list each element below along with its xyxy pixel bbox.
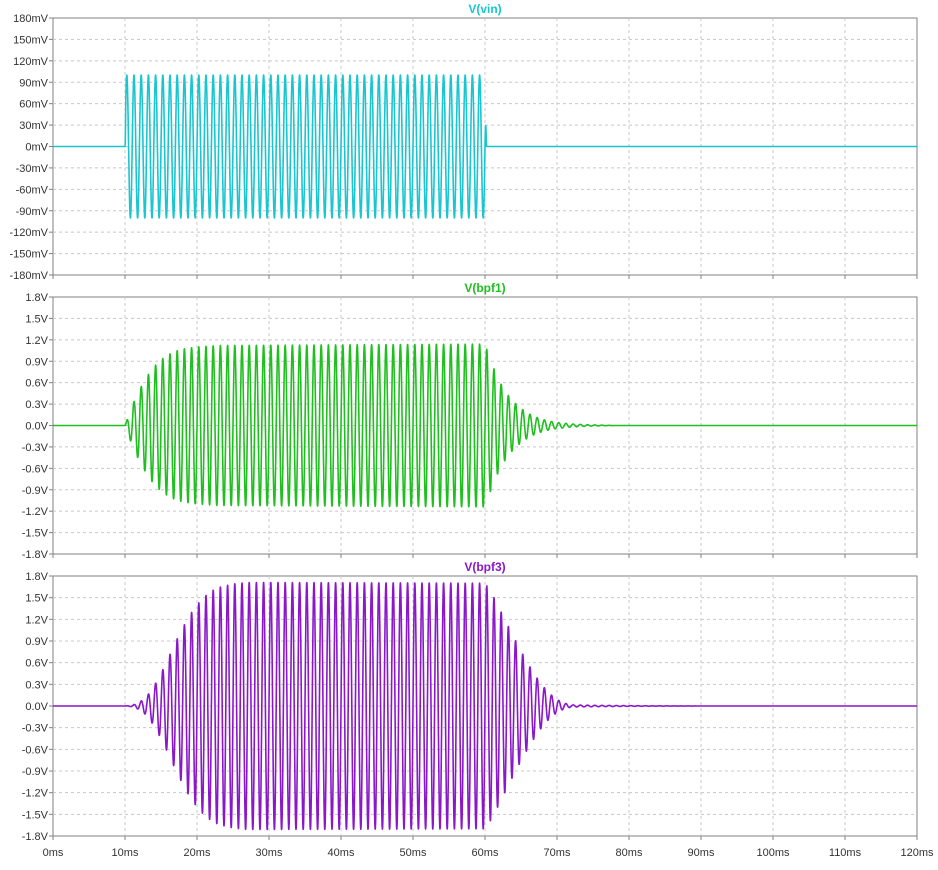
y-tick-label-3-9: -0.9V: [22, 766, 49, 778]
x-tick-label-4: 40ms: [328, 847, 355, 859]
x-tick-label-3: 30ms: [256, 847, 283, 859]
y-tick-label-1-10: -120mV: [9, 227, 48, 239]
y-tick-label-3-5: 0.3V: [25, 679, 48, 691]
y-tick-label-3-2: 1.2V: [25, 614, 48, 626]
y-tick-label-1-5: 30mV: [19, 120, 48, 132]
x-tick-label-0: 0ms: [43, 847, 64, 859]
y-tick-label-2-11: -1.5V: [22, 528, 49, 540]
x-tick-label-12: 120ms: [900, 847, 934, 859]
y-tick-label-3-0: 1.8V: [25, 571, 48, 583]
y-tick-label-1-8: -60mV: [16, 184, 49, 196]
y-tick-label-3-8: -0.6V: [22, 744, 49, 756]
y-tick-label-2-9: -0.9V: [22, 485, 49, 497]
y-tick-label-2-3: 0.9V: [25, 356, 48, 368]
x-tick-label-9: 90ms: [688, 847, 715, 859]
trace-vbpf1: [52, 343, 918, 508]
y-tick-label-2-6: 0.0V: [25, 421, 48, 433]
y-tick-label-3-11: -1.5V: [22, 809, 49, 821]
x-tick-label-2: 20ms: [184, 847, 211, 859]
x-tick-label-1: 10ms: [112, 847, 139, 859]
y-tick-label-1-7: -30mV: [16, 163, 49, 175]
y-tick-label-2-0: 1.8V: [25, 292, 48, 304]
y-tick-label-2-10: -1.2V: [22, 506, 49, 518]
y-tick-label-2-1: 1.5V: [25, 313, 48, 325]
panel-title-3: V(bpf3): [464, 560, 505, 574]
y-tick-label-2-2: 1.2V: [25, 335, 48, 347]
x-tick-label-10: 100ms: [756, 847, 790, 859]
y-tick-label-1-2: 120mV: [13, 56, 49, 68]
y-tick-label-1-1: 150mV: [13, 34, 49, 46]
y-tick-label-3-1: 1.5V: [25, 593, 48, 605]
x-tick-label-7: 70ms: [544, 847, 571, 859]
y-tick-label-2-8: -0.6V: [22, 463, 49, 475]
y-tick-label-1-9: -90mV: [16, 206, 49, 218]
y-tick-label-3-7: -0.3V: [22, 723, 49, 735]
y-tick-label-3-10: -1.2V: [22, 788, 49, 800]
y-tick-label-2-7: -0.3V: [22, 442, 49, 454]
y-tick-label-3-6: 0.0V: [25, 701, 48, 713]
y-tick-label-1-11: -150mV: [9, 249, 48, 261]
x-tick-label-11: 110ms: [829, 847, 862, 859]
y-tick-label-1-12: -180mV: [9, 270, 48, 282]
y-tick-label-2-4: 0.6V: [25, 378, 48, 390]
panel-title-2: V(bpf1): [464, 281, 505, 295]
y-tick-label-1-4: 60mV: [19, 99, 48, 111]
trace-vbpf3: [52, 581, 918, 831]
y-tick-label-1-6: 0mV: [25, 142, 48, 154]
trace-vvin: [52, 74, 918, 219]
y-tick-label-3-3: 0.9V: [25, 636, 48, 648]
x-tick-label-8: 80ms: [616, 847, 643, 859]
y-tick-label-3-4: 0.6V: [25, 658, 48, 670]
y-tick-label-1-0: 180mV: [13, 13, 49, 25]
x-tick-label-6: 60ms: [472, 847, 499, 859]
x-tick-label-5: 50ms: [400, 847, 427, 859]
y-tick-label-2-5: 0.3V: [25, 399, 48, 411]
y-tick-label-2-12: -1.8V: [22, 549, 49, 561]
y-tick-label-3-12: -1.8V: [22, 831, 49, 843]
y-tick-label-1-3: 90mV: [19, 77, 48, 89]
panel-title-1: V(vin): [468, 2, 501, 16]
